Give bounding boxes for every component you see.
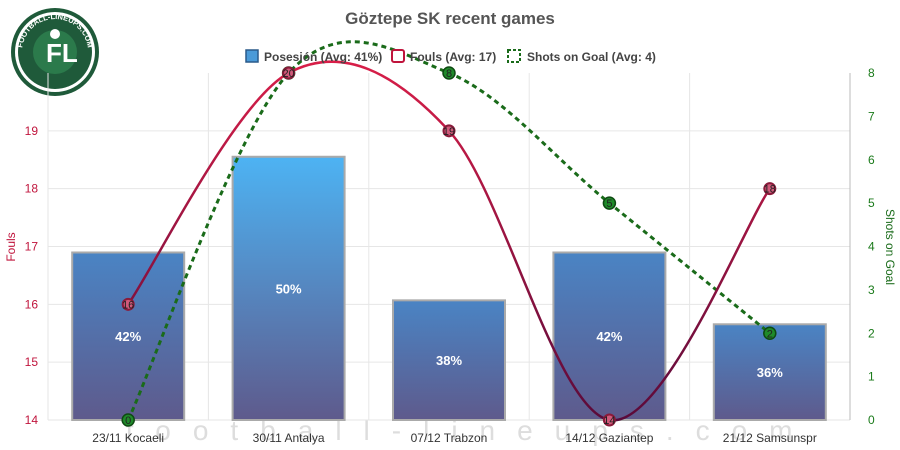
shots-point-label: 0 xyxy=(125,415,131,427)
category-label: 30/11 Antalya xyxy=(253,431,325,445)
legend-swatch-possession xyxy=(245,49,259,63)
left-tick-label: 15 xyxy=(25,355,39,369)
left-tick-label: 14 xyxy=(25,413,39,427)
right-tick-label: 3 xyxy=(868,283,875,297)
right-tick-label: 4 xyxy=(868,240,875,254)
legend-swatch-fouls xyxy=(391,49,405,63)
fouls-point xyxy=(121,297,135,311)
legend-item-fouls[interactable]: Fouls (Avg: 17) xyxy=(391,49,496,64)
fouls-point-label: 14 xyxy=(603,415,615,427)
legend: Posesión (Avg: 41%) Fouls (Avg: 17) Shot… xyxy=(245,49,656,64)
left-axis-title: Fouls xyxy=(4,232,18,261)
right-tick-label: 0 xyxy=(868,413,875,427)
right-tick-label: 7 xyxy=(868,109,875,123)
fouls-point-label: 16 xyxy=(122,299,134,311)
shots-point-label: 8 xyxy=(446,68,452,80)
category-label: 07/12 Trabzon xyxy=(411,431,488,445)
possession-bar-label: 42% xyxy=(115,329,141,344)
possession-bar xyxy=(712,323,827,421)
shots-point-label: 2 xyxy=(767,328,773,340)
possession-bar xyxy=(71,251,186,421)
legend-label-possession: Posesión (Avg: 41%) xyxy=(264,50,382,64)
category-label: 14/12 Gaziantep xyxy=(565,431,653,445)
site-logo: FL FOOTBALL-LINEUPS.COM xyxy=(11,8,99,96)
fouls-point-label: 18 xyxy=(764,184,776,196)
svg-text:FL: FL xyxy=(46,38,78,68)
possession-bar-label: 50% xyxy=(276,281,302,296)
legend-item-shots[interactable]: Shots on Goal (Avg: 4) xyxy=(507,49,656,64)
shots-point xyxy=(121,413,135,427)
shots-line xyxy=(126,40,771,421)
fouls-point xyxy=(282,66,296,80)
fouls-line xyxy=(127,60,771,422)
legend-swatch-shots xyxy=(507,49,521,63)
fouls-point xyxy=(602,413,616,427)
series-lines: 088521620191418 xyxy=(121,40,777,427)
shots-point xyxy=(763,326,777,340)
left-axis-ticks: 14 15 16 17 18 19 xyxy=(25,124,39,427)
right-axis-title: Shots on Goal xyxy=(883,209,897,285)
left-tick-label: 18 xyxy=(25,182,39,196)
fouls-point xyxy=(442,124,456,138)
fouls-point-label: 19 xyxy=(443,126,455,138)
possession-bar-label: 36% xyxy=(757,365,783,380)
right-tick-label: 2 xyxy=(868,326,875,340)
possession-bar xyxy=(231,155,346,422)
shots-point xyxy=(602,196,617,210)
legend-label-fouls: Fouls (Avg: 17) xyxy=(410,50,496,64)
shots-point xyxy=(442,66,456,80)
right-tick-label: 5 xyxy=(868,196,875,210)
chart-title: Göztepe SK recent games xyxy=(345,9,555,28)
possession-bar xyxy=(392,299,506,421)
fouls-point xyxy=(763,182,777,196)
fouls-point-label: 20 xyxy=(282,68,294,80)
right-tick-label: 1 xyxy=(868,370,875,384)
shots-point-label: 5 xyxy=(606,198,612,210)
category-label: 23/11 Kocaeli xyxy=(92,431,164,445)
legend-item-possession[interactable]: Posesión (Avg: 41%) xyxy=(245,49,382,64)
left-tick-label: 17 xyxy=(25,240,39,254)
category-labels: 23/11 Kocaeli 30/11 Antalya 07/12 Trabzon 1… xyxy=(92,431,817,445)
legend-label-shots: Shots on Goal (Avg: 4) xyxy=(527,50,656,64)
left-tick-label: 19 xyxy=(25,124,39,138)
possession-bars: 42% 50% 38% 42% 36% xyxy=(71,155,827,422)
right-axis-ticks: 0 1 2 3 4 5 6 7 8 xyxy=(868,66,875,427)
category-label: 21/12 Samsunspr xyxy=(723,431,817,445)
right-tick-label: 8 xyxy=(868,66,875,80)
possession-bar xyxy=(552,251,667,421)
possession-bar-label: 42% xyxy=(596,329,622,344)
right-tick-label: 6 xyxy=(868,153,875,167)
left-tick-label: 16 xyxy=(25,297,39,311)
possession-bar-label: 38% xyxy=(436,353,462,368)
